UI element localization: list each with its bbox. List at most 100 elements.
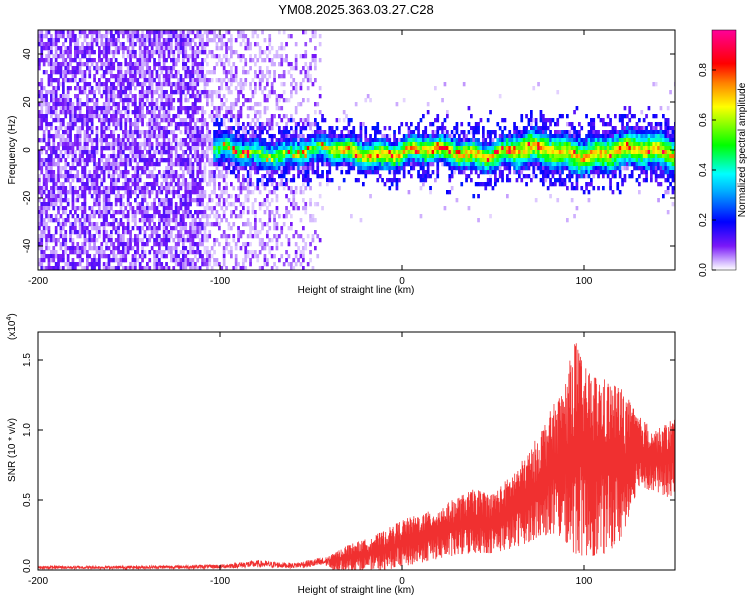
spectrogram-cell xyxy=(110,86,113,91)
spectrogram-cell xyxy=(165,82,168,87)
spectrogram-cell xyxy=(398,146,401,151)
spectrogram-cell xyxy=(50,106,53,111)
spectrogram-cell xyxy=(40,170,44,175)
spectrogram-cell xyxy=(114,230,118,235)
spectrogram-cell xyxy=(112,162,116,167)
spectrogram-cell xyxy=(388,162,392,167)
spectrogram-cell xyxy=(174,58,178,63)
spectrogram-cell xyxy=(290,82,293,87)
spectrogram-cell xyxy=(191,110,195,115)
spectrogram-cell xyxy=(170,106,173,111)
spectrogram-cell xyxy=(414,142,418,147)
spectrogram-cell xyxy=(88,46,92,51)
spectrogram-cell xyxy=(242,34,245,39)
spectrogram-cell xyxy=(153,134,156,139)
spectrogram-cell xyxy=(78,158,82,163)
spectrogram-cell xyxy=(129,246,132,251)
spectrogram-cell xyxy=(340,170,344,175)
spectrogram-cell xyxy=(148,258,152,263)
spectrogram-cell xyxy=(93,58,96,63)
spectrogram-cell xyxy=(220,190,224,195)
spectrogram-cell xyxy=(196,210,200,215)
spectrogram-cell xyxy=(179,174,183,179)
spectrogram-cell xyxy=(90,154,94,159)
spectrogram-cell xyxy=(347,134,351,139)
spectrogram-cell xyxy=(182,194,185,199)
spectrogram-cell xyxy=(119,186,123,191)
spectrogram-cell xyxy=(270,118,274,123)
spectrogram-cell xyxy=(172,66,176,71)
spectrogram-cell xyxy=(177,154,180,159)
spectrogram-cell xyxy=(153,58,156,63)
spectrogram-cell xyxy=(160,50,164,55)
spectrogram-cell xyxy=(290,166,293,171)
spectrogram-cell xyxy=(86,118,89,123)
spectrogram-cell xyxy=(141,102,144,107)
spectrogram-cell xyxy=(66,214,70,219)
spectrogram-cell xyxy=(388,158,392,163)
spectrogram-cell xyxy=(105,218,108,223)
spectrogram-cell xyxy=(126,158,130,163)
spectrogram-cell xyxy=(74,190,77,195)
spectrogram-cell xyxy=(52,246,56,251)
spectrogram-cell xyxy=(290,134,293,139)
spectrogram-cell xyxy=(45,174,48,179)
spectrogram-cell xyxy=(182,62,185,67)
spectrogram-cell xyxy=(54,182,58,187)
spectrogram-cell xyxy=(114,254,118,259)
spectrogram-cell xyxy=(174,34,178,39)
spectrogram-cell xyxy=(297,138,300,143)
spectrogram-cell xyxy=(242,262,245,267)
spectrogram-cell xyxy=(306,146,310,151)
spectrogram-cell xyxy=(246,142,250,147)
spectrogram-cell xyxy=(74,218,77,223)
spectrogram-cell xyxy=(57,34,60,39)
spectrogram-cell xyxy=(172,138,176,143)
spectrogram-cell xyxy=(196,182,200,187)
spectrogram-cell xyxy=(131,210,135,215)
spectrogram-cell xyxy=(162,126,166,131)
spectrogram-cell xyxy=(54,46,58,51)
spectrogram-cell xyxy=(107,166,111,171)
spectrogram-cell xyxy=(179,30,183,35)
spectrogram-cell xyxy=(122,146,125,151)
spectrogram-cell xyxy=(170,30,173,35)
spectrogram-cell xyxy=(287,62,291,67)
spectrogram-cell xyxy=(69,174,72,179)
spectrogram-cell xyxy=(110,130,113,135)
spectrogram-cell xyxy=(186,98,190,103)
spectrogram-cell xyxy=(122,86,125,91)
spectrogram-cell xyxy=(275,154,279,159)
spectrogram-cell xyxy=(105,186,108,191)
spectrogram-cell xyxy=(119,146,123,151)
spectrogram-cell xyxy=(395,150,399,155)
spectrogram-cell xyxy=(146,190,149,195)
spectrogram-cell xyxy=(86,46,89,51)
spectrogram-cell xyxy=(304,142,308,147)
spectrogram-cell xyxy=(218,142,221,147)
spectrogram-cell xyxy=(83,190,87,195)
spectrogram-cell xyxy=(47,258,51,263)
spectrogram-cell xyxy=(177,42,180,47)
spectrogram-cell xyxy=(225,58,228,63)
spectrogram-cell xyxy=(93,30,96,35)
spectrogram-cell xyxy=(318,42,322,47)
spectrogram-cell xyxy=(117,150,120,155)
spectrogram-cell xyxy=(352,142,356,147)
spectrogram-cell xyxy=(206,266,209,270)
spectrogram-cell xyxy=(177,34,180,39)
spectrogram-cell xyxy=(59,150,63,155)
spectrogram-cell xyxy=(237,234,240,239)
spectrogram-cell xyxy=(357,138,360,143)
spectrogram-cell xyxy=(383,138,387,143)
spectrogram-cell xyxy=(179,202,183,207)
spectrogram-cell xyxy=(400,146,404,151)
spectrogram-cell xyxy=(218,54,221,59)
spectrogram-cell xyxy=(117,194,120,199)
spectrogram-cell xyxy=(131,158,135,163)
spectrogram-cell xyxy=(400,158,404,163)
spectrogram-cell xyxy=(143,78,147,83)
spectrogram-cell xyxy=(450,170,454,175)
spectrogram-cell xyxy=(155,102,159,107)
spectrogram-cell xyxy=(357,178,360,183)
